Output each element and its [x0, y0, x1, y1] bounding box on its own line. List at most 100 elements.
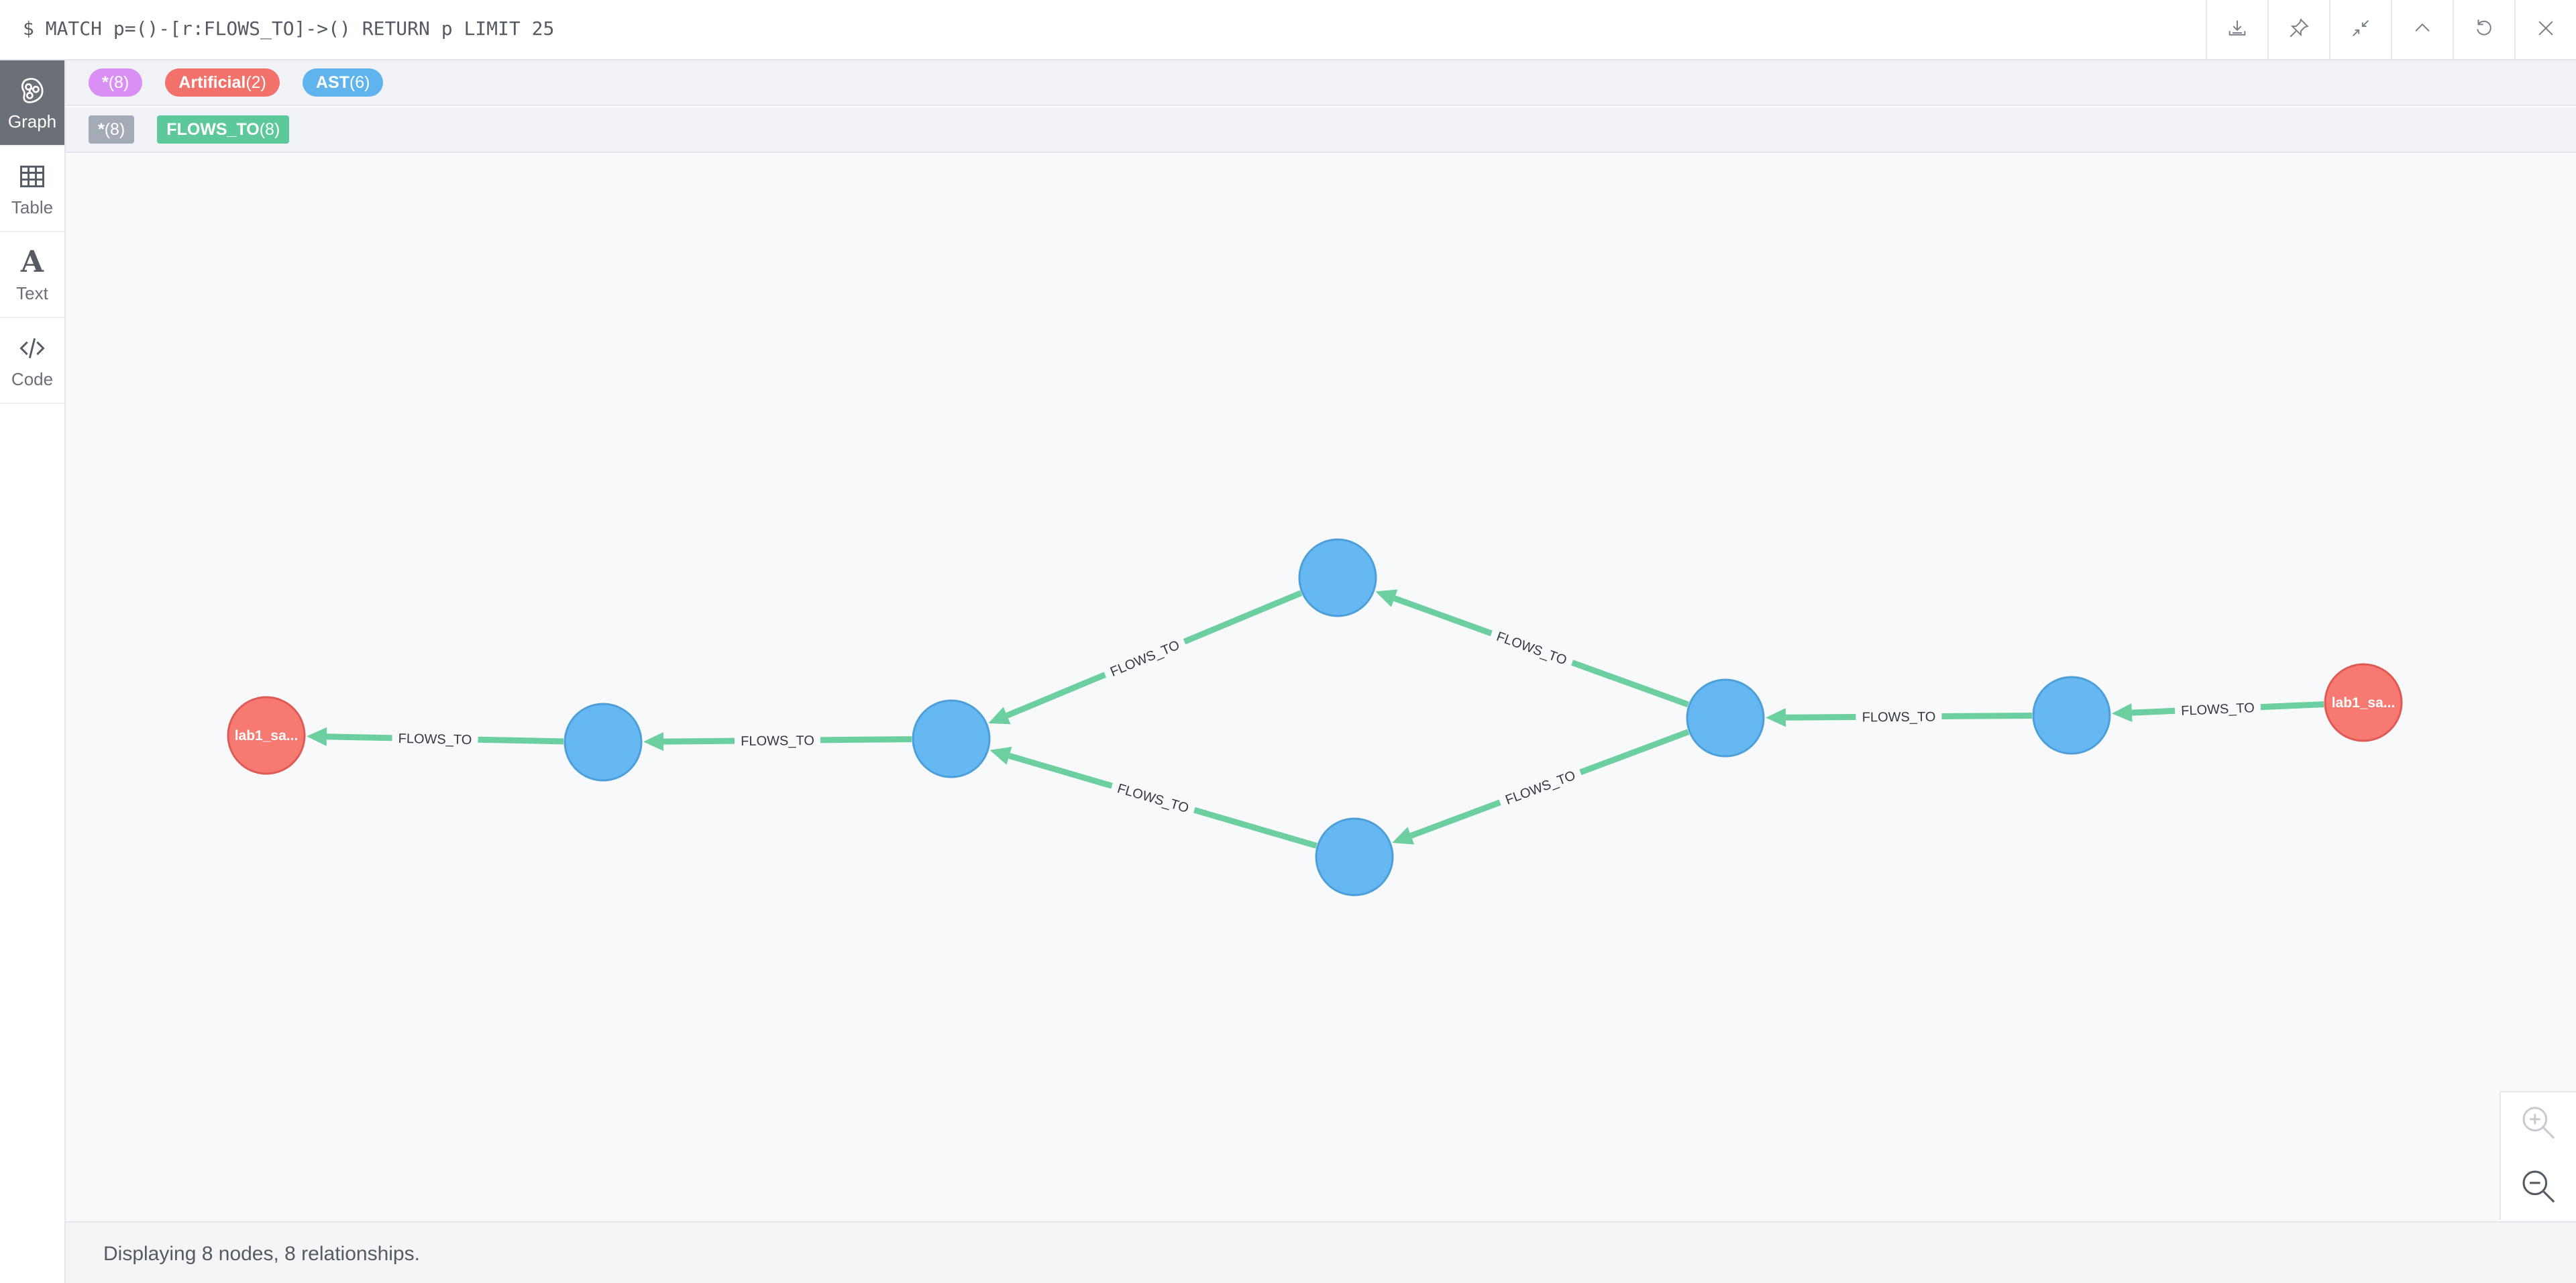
text-icon: A	[20, 245, 44, 279]
zoom-in-icon	[2518, 1102, 2559, 1147]
zoom-out-button[interactable]	[2501, 1156, 2576, 1220]
nodes-layer: lab1_sa... lab1_sa...	[227, 538, 2403, 896]
graph-node-ast[interactable]	[2032, 676, 2111, 755]
graph-svg: FLOWS_TO FLOWS_TO FLOWS_TO FLOWS_TO FLOWS_TO…	[227, 538, 2403, 896]
relationship-label-background	[1102, 633, 1188, 683]
sidebar-item-label: Code	[11, 368, 54, 389]
collapse-icon	[2349, 17, 2372, 43]
sidebar-item-graph[interactable]: Graph	[0, 60, 64, 146]
relationship-label: FLOWS_TO	[1862, 710, 1936, 725]
relationship-label: FLOWS_TO	[2181, 701, 2255, 719]
legend-count: (8)	[108, 73, 129, 92]
query-text[interactable]: $ MATCH p=()-[r:FLOWS_TO]->() RETURN p L…	[23, 17, 555, 40]
close-icon	[2534, 17, 2557, 43]
download-button[interactable]	[2206, 0, 2267, 59]
relationship-label-background	[1497, 764, 1584, 811]
node-caption: lab1_sa...	[2332, 695, 2396, 711]
relationship-arrowhead	[1765, 708, 1786, 727]
zoom-controls	[2500, 1091, 2576, 1220]
zoom-out-icon	[2518, 1166, 2559, 1211]
legend-rel-flows-to[interactable]: FLOWS_TO(8)	[157, 115, 290, 144]
legend-node-artificial[interactable]: Artificial(2)	[165, 68, 280, 97]
node-circle	[912, 699, 991, 778]
relationship-label-group: FLOWS_TO	[392, 729, 478, 749]
relationship-flows-to[interactable]: FLOWS_TO	[1375, 589, 1690, 708]
relationship-label-background	[1109, 777, 1197, 819]
relationship-label-group: FLOWS_TO	[734, 731, 821, 750]
relationship-arrowhead	[1392, 827, 1415, 845]
legend-count: (6)	[349, 73, 370, 92]
relationship-flows-to[interactable]: FLOWS_TO	[2111, 698, 2324, 723]
relationship-flows-to[interactable]: FLOWS_TO	[989, 746, 1318, 849]
graph-node-artificial[interactable]: lab1_sa...	[2324, 663, 2403, 742]
status-bar: Displaying 8 nodes, 8 relationships.	[66, 1221, 2576, 1283]
relationship-flows-to[interactable]: FLOWS_TO	[1765, 707, 2033, 727]
sidebar-item-label: Table	[11, 197, 54, 217]
relationship-arrowhead	[643, 732, 664, 752]
relationship-arrowhead	[306, 727, 327, 746]
relationship-label-group: FLOWS_TO	[1109, 777, 1197, 819]
relationship-label-background	[734, 731, 821, 750]
legend-name: AST	[315, 73, 350, 92]
legend-rel-all[interactable]: *(8)	[89, 115, 135, 144]
rerun-button[interactable]	[2453, 0, 2514, 59]
graph-canvas[interactable]: FLOWS_TO FLOWS_TO FLOWS_TO FLOWS_TO FLOWS_TO…	[66, 154, 2576, 1221]
sidebar-item-table[interactable]: Table	[0, 146, 64, 232]
zoom-in-button[interactable]	[2501, 1092, 2576, 1156]
legend-name: *	[102, 73, 109, 92]
relationship-label-group: FLOWS_TO	[1488, 625, 1576, 671]
node-circle	[1686, 678, 1765, 758]
relationship-type-legend: *(8) FLOWS_TO(8)	[66, 107, 2576, 153]
node-label-legend: *(8) Artificial(2) AST(6)	[66, 60, 2576, 106]
relationship-flows-to[interactable]: FLOWS_TO	[643, 731, 912, 752]
relationship-flows-to[interactable]: FLOWS_TO	[306, 727, 564, 749]
graph-icon	[17, 74, 47, 107]
relationship-label: FLOWS_TO	[1116, 781, 1190, 816]
node-caption: lab1_sa...	[235, 728, 299, 743]
legend-name: Artificial	[178, 73, 246, 92]
relationship-label: FLOWS_TO	[741, 733, 814, 749]
relationship-arrowhead	[1375, 589, 1398, 607]
view-sidebar: Graph Table A Text Code	[0, 60, 66, 1283]
legend-name: FLOWS_TO	[166, 120, 260, 139]
node-circle	[2324, 663, 2403, 742]
node-circle	[1315, 817, 1394, 896]
status-text: Displaying 8 nodes, 8 relationships.	[103, 1243, 420, 1265]
pin-button[interactable]	[2267, 0, 2329, 59]
sidebar-item-text[interactable]: A Text	[0, 232, 64, 318]
collapse-frame-button[interactable]	[2391, 0, 2453, 59]
node-circle	[2032, 676, 2111, 755]
relationship-label-background	[392, 729, 478, 749]
sidebar-item-label: Graph	[7, 111, 57, 132]
query-bar: $ MATCH p=()-[r:FLOWS_TO]->() RETURN p L…	[0, 0, 2576, 60]
collapse-button[interactable]	[2329, 0, 2391, 59]
legend-name: *	[98, 120, 105, 139]
node-circle	[564, 703, 643, 782]
graph-node-ast[interactable]	[564, 703, 643, 782]
relationship-label-background	[2174, 698, 2261, 720]
graph-node-artificial[interactable]: lab1_sa...	[227, 696, 306, 775]
graph-node-ast[interactable]	[912, 699, 991, 778]
relationship-label: FLOWS_TO	[398, 731, 472, 748]
table-icon	[17, 160, 47, 193]
close-button[interactable]	[2514, 0, 2576, 59]
refresh-icon	[2473, 17, 2496, 43]
legend-node-all[interactable]: *(8)	[89, 68, 143, 97]
graph-node-ast[interactable]	[1315, 817, 1394, 896]
relationship-flows-to[interactable]: FLOWS_TO	[1392, 729, 1690, 845]
download-icon	[2226, 17, 2249, 43]
relationship-label-group: FLOWS_TO	[2174, 698, 2261, 720]
pin-icon	[2288, 17, 2310, 43]
graph-node-ast[interactable]	[1686, 678, 1765, 758]
relationship-label-group: FLOWS_TO	[1856, 707, 1942, 726]
legend-node-ast[interactable]: AST(6)	[302, 68, 384, 97]
sidebar-item-code[interactable]: Code	[0, 318, 64, 404]
relationship-arrowhead	[988, 707, 1011, 725]
graph-node-ast[interactable]	[1298, 538, 1377, 617]
chevron-up-icon	[2411, 17, 2434, 43]
relationship-label-group: FLOWS_TO	[1497, 764, 1584, 811]
node-circle	[1298, 538, 1377, 617]
relationship-flows-to[interactable]: FLOWS_TO	[988, 590, 1303, 725]
code-icon	[17, 331, 47, 365]
